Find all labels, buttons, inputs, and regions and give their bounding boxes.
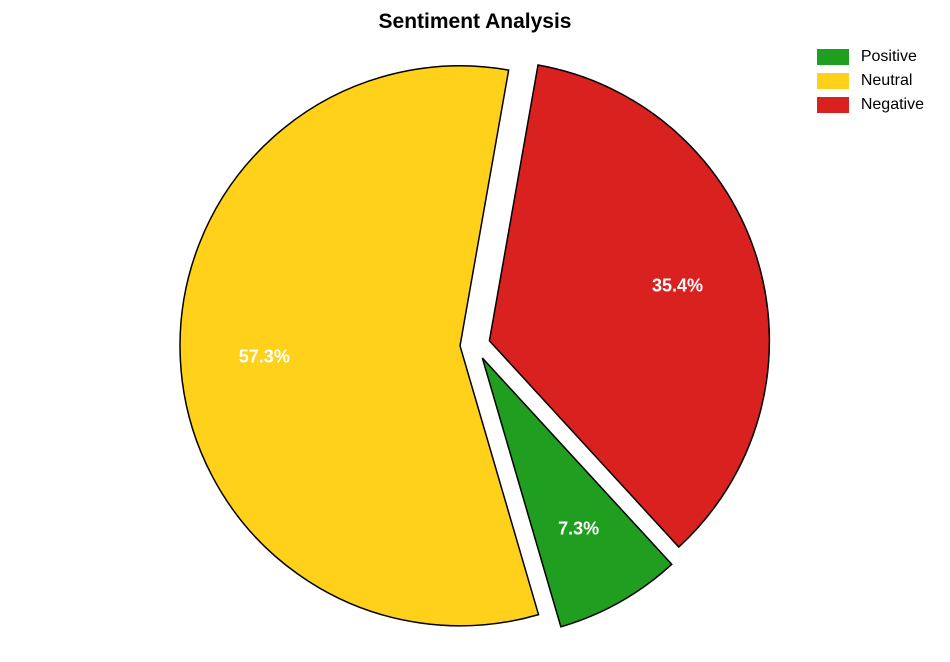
- legend-item-neutral: Neutral: [817, 72, 924, 90]
- pie-chart: [0, 0, 950, 662]
- legend-swatch-neutral: [817, 73, 849, 89]
- pie-slice-neutral: [180, 66, 538, 626]
- slice-label-positive: 7.3%: [558, 518, 599, 539]
- legend-label-negative: Negative: [861, 96, 924, 114]
- legend-swatch-positive: [817, 49, 849, 65]
- legend: Positive Neutral Negative: [817, 48, 924, 120]
- legend-item-negative: Negative: [817, 96, 924, 114]
- slice-label-negative: 35.4%: [652, 275, 703, 296]
- legend-label-positive: Positive: [861, 48, 917, 66]
- legend-item-positive: Positive: [817, 48, 924, 66]
- legend-swatch-negative: [817, 97, 849, 113]
- legend-label-neutral: Neutral: [861, 72, 913, 90]
- slice-label-neutral: 57.3%: [239, 346, 290, 367]
